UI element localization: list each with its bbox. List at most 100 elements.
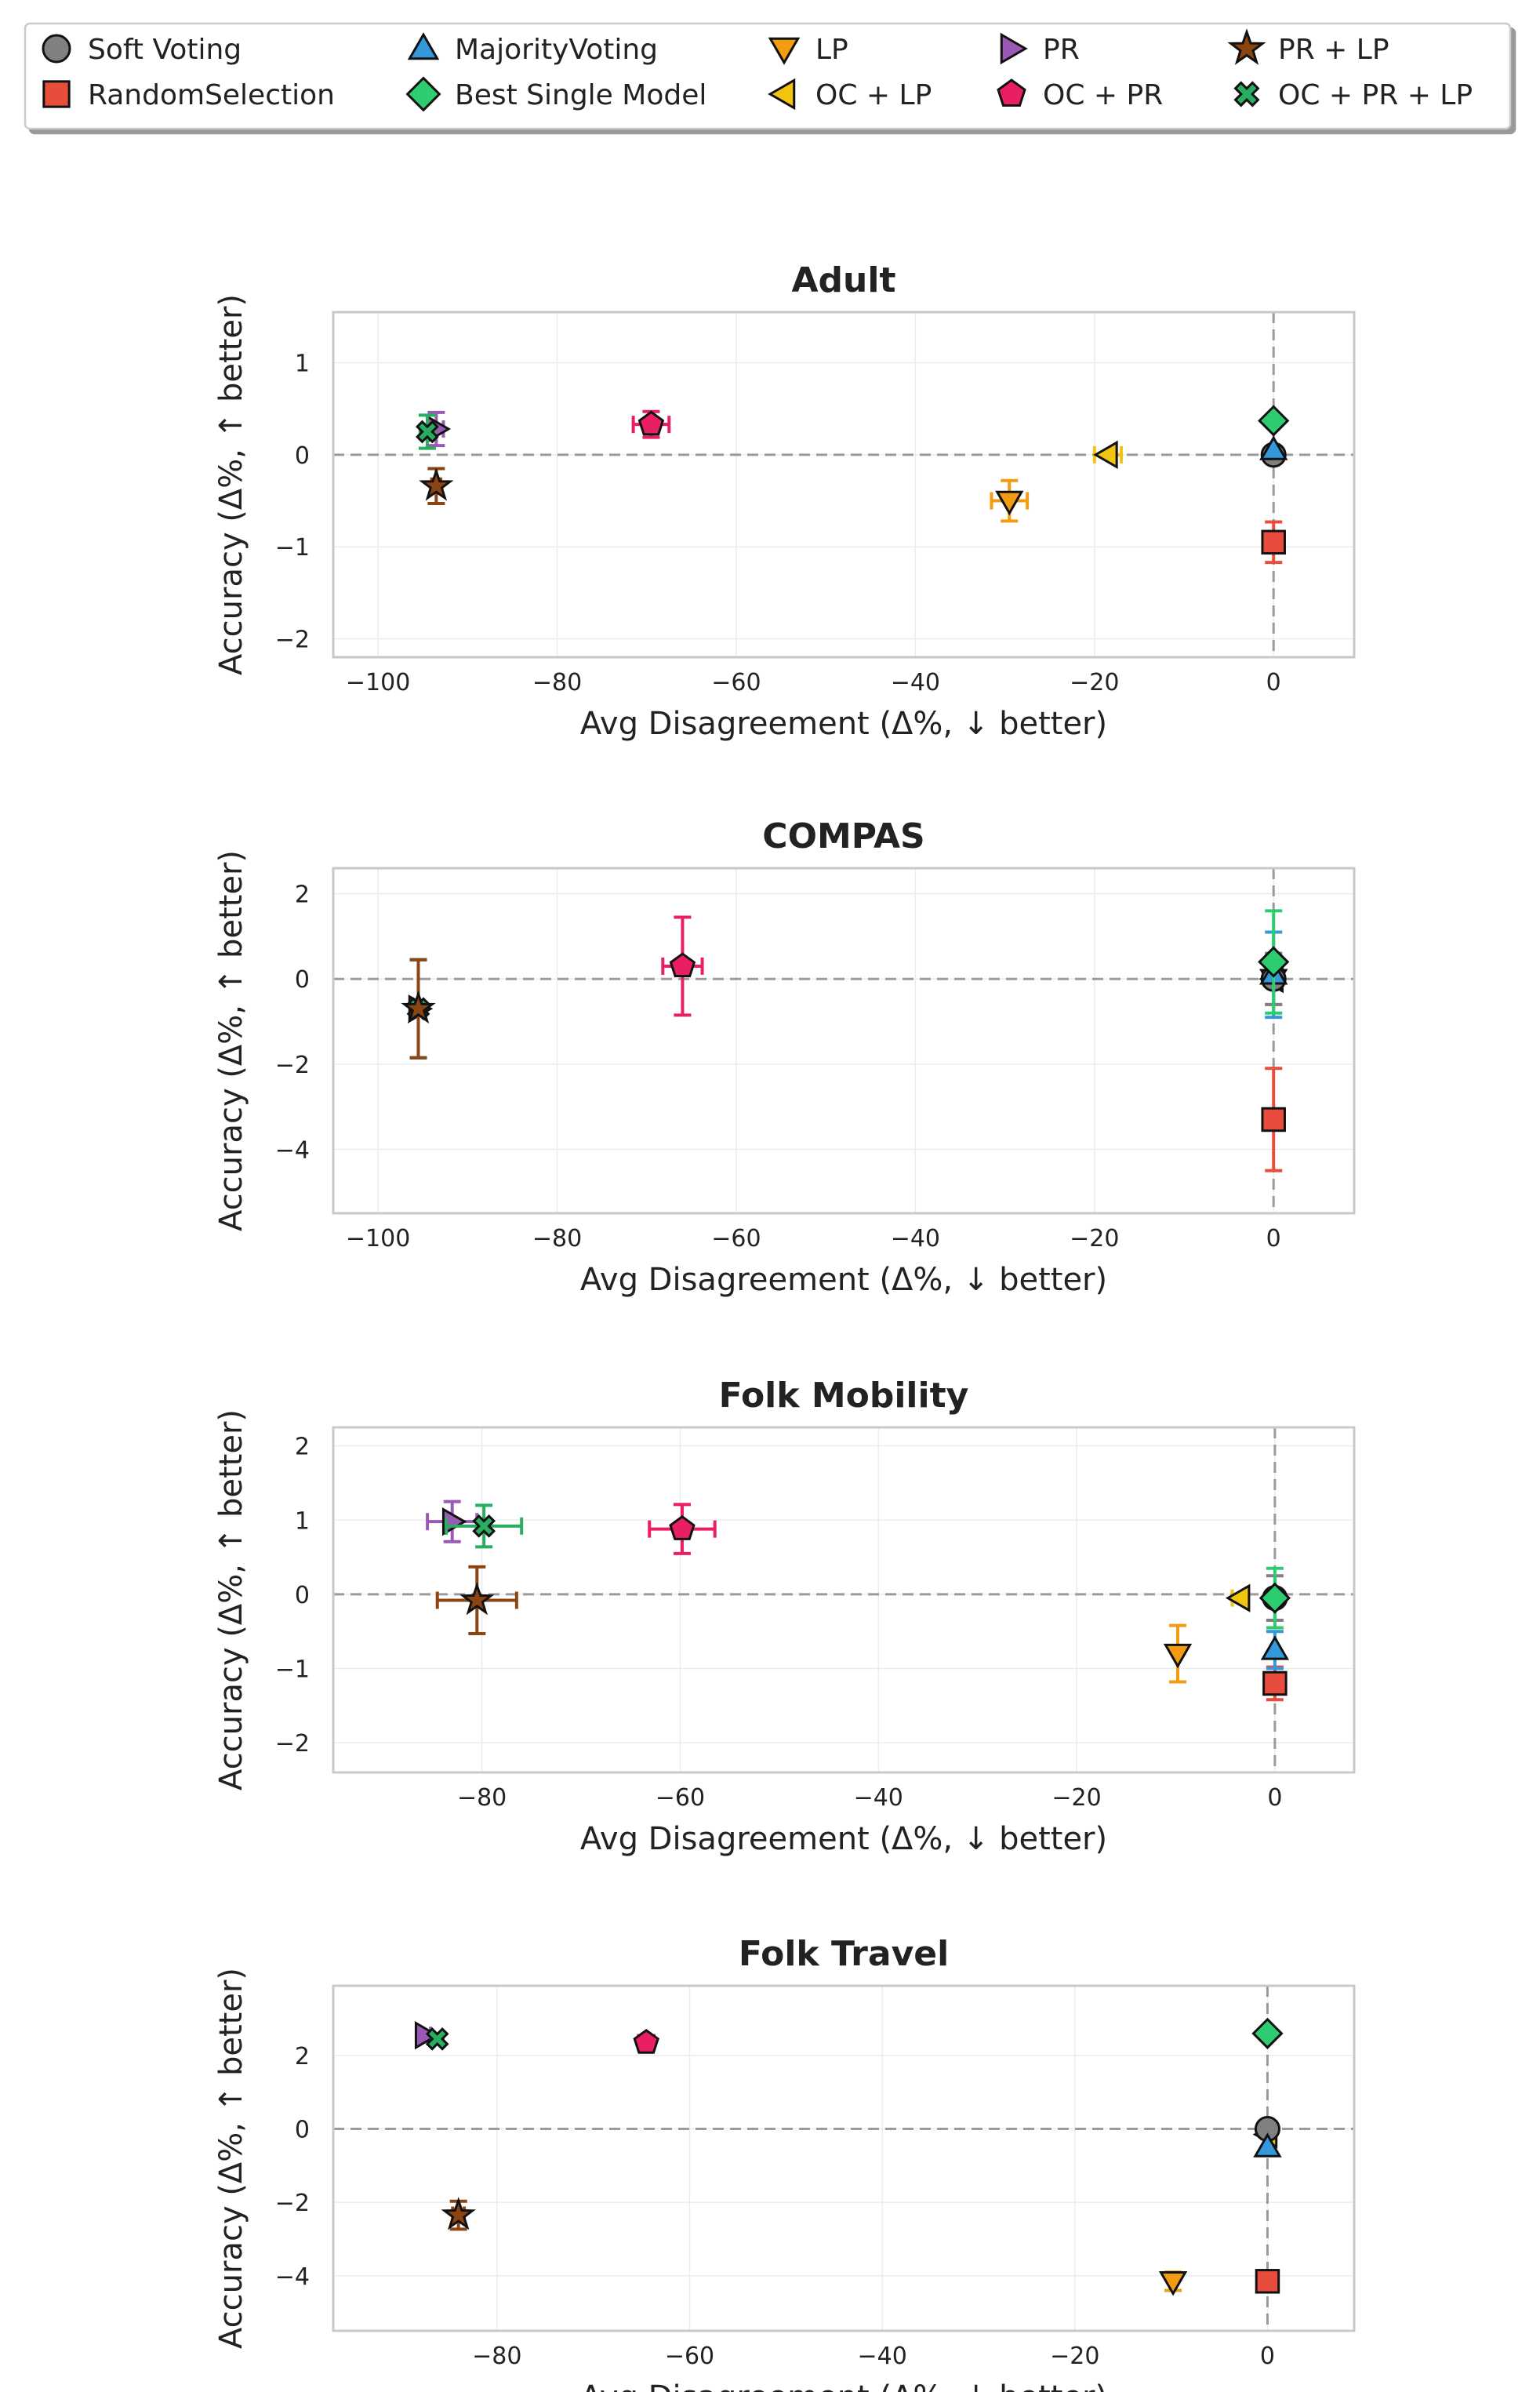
legend-label-oc_pr: OC + PR [1043,79,1163,111]
y-tick-label: −4 [275,2263,310,2291]
legend-label-pr: PR [1043,34,1080,66]
y-tick-label: 2 [295,882,310,909]
x-tick-label: −40 [854,1784,903,1812]
x-tick-label: −20 [1070,669,1119,696]
axes-frame [332,1984,1356,2332]
marker-random_selection [1255,2269,1280,2294]
legend-marker-oc_lp [768,78,796,111]
x-tick-label: 0 [1266,1225,1281,1252]
point-oc_pr [633,2028,659,2054]
marker-oc_lp [1093,440,1118,470]
point-oc_pr [631,409,671,439]
legend-marker-soft_voting [42,34,71,64]
marker-oc_pr [637,410,665,436]
marker-oc_lp [1225,1583,1251,1612]
point-best_single [1259,1566,1291,1630]
legend-item-random_selection: RandomSelection [42,79,335,111]
x-tick-label: −60 [665,2343,714,2370]
chart-title: Folk Travel [739,1934,949,1974]
point-lp [990,478,1030,523]
point-best_single [1258,909,1290,1015]
y-tick-label: 1 [295,1507,310,1535]
y-tick-label: 0 [295,966,310,994]
panel-0: −100 −80 −60 −40 −20 0 −2 −1 0 1 Adult Avg Disagree… [213,260,1356,742]
legend-marker-pr_lp [1227,28,1266,65]
legend-label-majority_voting: MajorityVoting [455,34,658,66]
axes-frame [332,1426,1356,1774]
point-lp [1163,1623,1193,1684]
marker-random_selection [1261,529,1286,555]
y-axis-label: Accuracy (Δ%, ↑ better) [213,850,249,1231]
x-tick-label: −80 [532,1225,582,1252]
y-tick-label: −2 [275,1730,310,1758]
point-random_selection [1262,1665,1288,1702]
y-tick-label: −1 [275,534,310,562]
legend-label-pr_lp: PR + LP [1278,34,1389,66]
legend-marker-oc_pr [997,78,1026,107]
y-tick-label: −4 [275,1137,310,1165]
legend-marker-lp [768,37,801,65]
legend-label-oc_pr_lp: OC + PR + LP [1278,79,1473,111]
point-oc_lp [1225,1583,1251,1612]
y-tick-label: −2 [275,2190,310,2217]
y-tick-label: 0 [295,2117,310,2144]
legend-item-soft_voting: Soft Voting [42,34,242,66]
y-axis-label: Accuracy (Δ%, ↑ better) [213,1968,249,2349]
legend-item-pr: PR [1000,32,1080,66]
plot-area [333,312,1354,657]
legend-label-lp: LP [815,34,848,66]
legend-label-soft_voting: Soft Voting [88,34,242,66]
legend-item-best_single: Best Single Model [405,76,706,112]
point-oc_pr_lp [425,2027,449,2051]
marker-lp [995,490,1024,516]
marker-best_single [1258,946,1290,978]
point-pr_lp [441,2197,476,2231]
point-best_single [1251,2017,1284,2049]
x-tick-label: −60 [656,1784,705,1812]
legend-marker-pr [1000,32,1028,65]
y-axis-label: Accuracy (Δ%, ↑ better) [213,1409,249,1790]
marker-best_single [1258,405,1290,437]
x-tick-label: −40 [891,1225,940,1252]
y-tick-label: 2 [295,2043,310,2070]
x-tick-label: −60 [711,1225,761,1252]
legend-marker-best_single [405,76,441,112]
marker-random_selection [1262,1670,1288,1696]
y-tick-label: −1 [275,1656,310,1684]
point-oc_lp [1092,440,1124,470]
legend-item-lp: LP [768,34,848,66]
legend-item-oc_pr_lp: OC + PR + LP [1233,79,1473,111]
point-pr_lp [401,958,436,1060]
x-tick-label: −80 [457,1784,507,1812]
point-pr [426,1500,479,1543]
x-tick-label: −80 [532,669,582,696]
point-majority_voting [1259,435,1288,460]
x-tick-label: 0 [1267,1784,1282,1812]
marker-pr [414,2021,440,2050]
marker-oc_pr_lp [416,420,439,444]
x-tick-label: −20 [1051,1784,1101,1812]
y-tick-label: 2 [295,1434,310,1461]
point-oc_pr [648,1503,717,1555]
x-tick-label: −80 [472,2343,521,2370]
legend-label-random_selection: RandomSelection [88,79,335,111]
chart-title: Adult [792,260,896,300]
marker-pr_lp [441,2197,476,2230]
legend-marker-oc_pr_lp [1233,81,1260,107]
x-tick-label: −100 [346,1225,410,1252]
x-tick-label: −40 [857,2343,906,2370]
x-tick-label: 0 [1260,2343,1275,2370]
x-tick-label: −20 [1050,2343,1099,2370]
x-tick-label: 0 [1266,669,1281,696]
axes-frame [332,311,1356,659]
point-oc_pr_lp [445,1503,524,1549]
x-tick-label: −20 [1070,1225,1119,1252]
marker-oc_pr [633,2028,659,2054]
legend-item-pr_lp: PR + LP [1227,28,1389,66]
marker-oc_pr_lp [425,2027,449,2051]
y-tick-label: −2 [275,1052,310,1079]
plot-area [333,1986,1354,2331]
